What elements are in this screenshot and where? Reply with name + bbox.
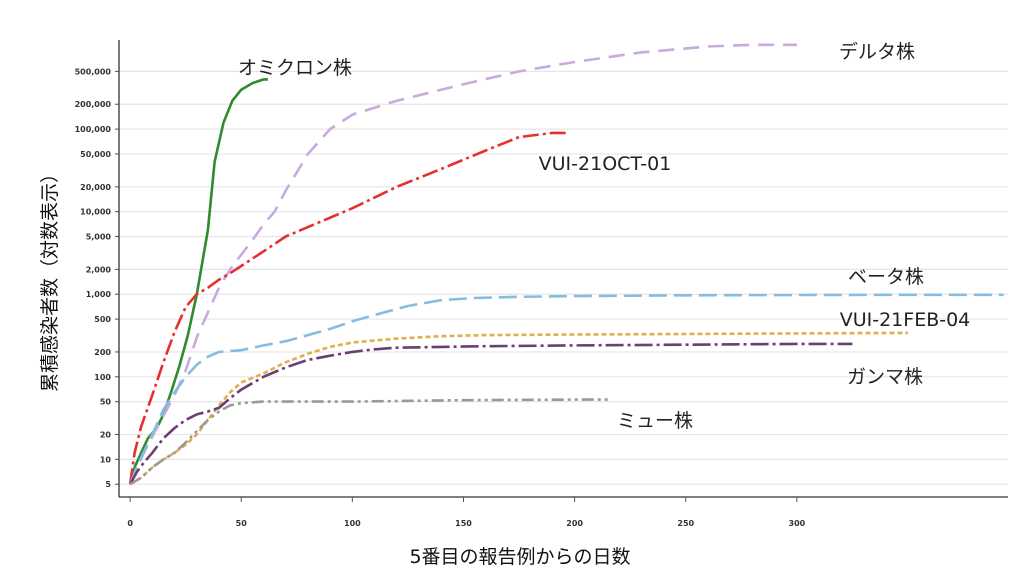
- series-line-4: [129, 331, 909, 486]
- x-tick-label: 50: [236, 519, 248, 528]
- x-tick-label: 0: [127, 519, 133, 528]
- y-tick-label: 100,000: [75, 125, 112, 134]
- x-tick-label: 300: [789, 519, 806, 528]
- y-tick-label: 200,000: [75, 100, 112, 109]
- axes: [115, 40, 1008, 502]
- x-axis-title: 5番目の報告例からの日数: [409, 546, 630, 568]
- x-tick-label: 150: [455, 519, 472, 528]
- series-label-2: VUI-21OCT-01: [539, 153, 672, 175]
- y-tick-label: 2,000: [86, 265, 112, 274]
- series-label-0: オミクロン株: [238, 57, 352, 79]
- y-tick-label: 50,000: [80, 150, 111, 159]
- series-line-6: [129, 398, 608, 486]
- series-label-1: デルタ株: [839, 41, 915, 63]
- gridlines: [120, 70, 1008, 485]
- y-tick-label: 500,000: [75, 67, 112, 76]
- series-line-2: [128, 131, 568, 485]
- y-tick-label: 50: [100, 398, 112, 407]
- y-axis-title: 累積感染者数（対数表示）: [39, 164, 61, 392]
- series-label-3: ベータ株: [848, 266, 924, 288]
- y-tick-label: 200: [94, 348, 111, 357]
- y-tick-label: 20: [100, 431, 112, 440]
- x-tick-label: 200: [566, 519, 583, 528]
- y-tick-label: 10,000: [80, 208, 111, 217]
- series-lines: [128, 43, 1004, 486]
- y-tick-label: 20,000: [80, 183, 111, 192]
- y-tick-label: 10: [100, 455, 112, 464]
- y-tick-label: 5,000: [86, 233, 112, 242]
- x-tick-label: 100: [344, 519, 361, 528]
- series-line-3: [128, 293, 1004, 485]
- series-label-6: ミュー株: [617, 410, 693, 432]
- series-label-4: VUI-21FEB-04: [840, 309, 971, 331]
- series-line-1: [128, 43, 797, 485]
- series-label-5: ガンマ株: [847, 366, 923, 388]
- y-tick-label: 1,000: [86, 290, 112, 299]
- x-tick-labels: 0 50 100 150 200 250 300: [127, 519, 805, 528]
- x-tick-label: 250: [677, 519, 694, 528]
- series-line-5: [128, 342, 853, 485]
- series-labels: オミクロン株 デルタ株 VUI-21OCT-01 ベータ株 VUI-21FEB-04 ガン…: [238, 41, 970, 432]
- y-tick-labels: 5 10 20 50 100 200 500 1,000 2,000 5,000 10,000 20,…: [75, 67, 112, 489]
- series-line-0: [128, 78, 268, 485]
- y-tick-label: 5: [105, 480, 111, 489]
- y-tick-label: 100: [94, 373, 111, 382]
- y-tick-label: 500: [94, 315, 111, 324]
